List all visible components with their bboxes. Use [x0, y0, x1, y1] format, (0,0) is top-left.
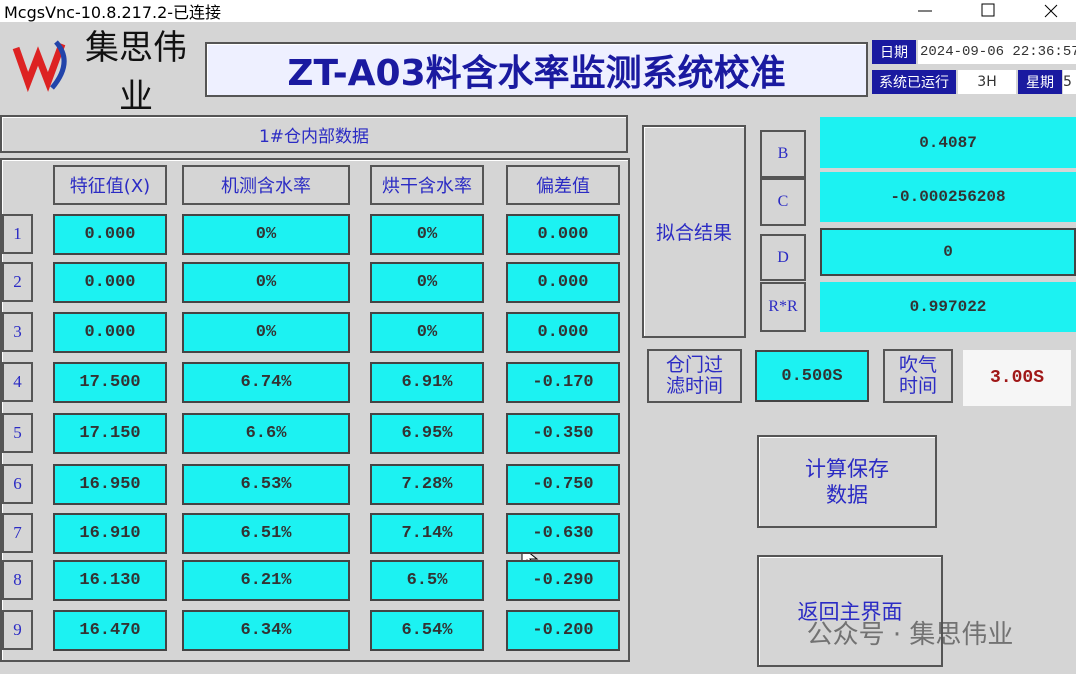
param-name: D [760, 234, 806, 281]
param-name: C [760, 178, 806, 226]
table-cell: 0% [370, 312, 484, 353]
logo-icon [12, 40, 67, 93]
table-cell: 6.54% [370, 610, 484, 651]
table-cell: -0.630 [506, 513, 620, 554]
watermark: 公众号 · 集思伟业 [806, 619, 1014, 650]
row-index: 3 [2, 312, 33, 352]
table-cell: 7.14% [370, 513, 484, 554]
param-name: R*R [760, 282, 806, 332]
column-header: 烘干含水率 [370, 165, 484, 205]
table-cell: -0.750 [506, 464, 620, 505]
table-cell: 6.6% [182, 413, 350, 454]
table-cell: 0% [182, 312, 350, 353]
blow-label: 吹气时间 [883, 349, 953, 403]
row-index: 4 [2, 362, 33, 402]
row-index: 2 [2, 262, 33, 302]
table-cell: 16.130 [53, 560, 167, 601]
table-cell: 6.34% [182, 610, 350, 651]
table-cell: 17.150 [53, 413, 167, 454]
table-cell: 16.470 [53, 610, 167, 651]
param-value: -0.000256208 [820, 172, 1076, 222]
table-cell: 0.000 [506, 262, 620, 303]
table-cell: 6.53% [182, 464, 350, 505]
logo-text: 集思伟业 [85, 28, 187, 117]
panel-title: 1#仓内部数据 [0, 115, 628, 153]
date-value: 2024-09-06 22:36:57 [918, 40, 1076, 64]
row-index: 6 [2, 464, 33, 504]
table-cell: -0.290 [506, 560, 620, 601]
weekday-label: 星期 [1018, 70, 1062, 94]
column-header: 机测含水率 [182, 165, 350, 205]
table-cell: -0.350 [506, 413, 620, 454]
table-cell: 0% [370, 262, 484, 303]
table-cell: 17.500 [53, 362, 167, 403]
column-header: 偏差值 [506, 165, 620, 205]
row-index: 1 [2, 214, 33, 254]
table-cell: 16.950 [53, 464, 167, 505]
table-cell: 6.74% [182, 362, 350, 403]
table-cell: 0.000 [53, 214, 167, 255]
table-cell: 0% [182, 262, 350, 303]
table-cell: 0.000 [506, 312, 620, 353]
table-cell: -0.170 [506, 362, 620, 403]
row-index: 9 [2, 610, 33, 650]
table-cell: 7.28% [370, 464, 484, 505]
weekday-value: 5 [1063, 70, 1076, 94]
table-cell: -0.200 [506, 610, 620, 651]
window-title: McgsVnc-10.8.217.2-已连接 [0, 0, 1076, 22]
table-cell: 6.95% [370, 413, 484, 454]
calculate-button[interactable]: 计算保存数据 [757, 435, 937, 528]
filter-label: 仓门过滤时间 [647, 349, 742, 403]
filter-value: 0.500S [755, 350, 869, 402]
row-index: 5 [2, 413, 33, 453]
table-cell: 6.51% [182, 513, 350, 554]
table-cell: 0.000 [53, 312, 167, 353]
table-cell: 6.5% [370, 560, 484, 601]
param-value: 0 [820, 228, 1076, 276]
back-button[interactable]: 返回主界面 [757, 555, 943, 667]
fit-label: 拟合结果 [642, 125, 746, 338]
row-index: 7 [2, 513, 33, 553]
table-cell: 0% [370, 214, 484, 255]
table-cell: 16.910 [53, 513, 167, 554]
window-controls[interactable] [910, 0, 1076, 22]
table-cell: 0% [182, 214, 350, 255]
table-cell: 0.000 [53, 262, 167, 303]
runtime-value: 3H [958, 70, 1016, 94]
table-frame [0, 158, 630, 662]
param-value: 0.4087 [820, 117, 1076, 168]
row-index: 8 [2, 560, 33, 600]
table-cell: 0.000 [506, 214, 620, 255]
param-value: 0.997022 [820, 282, 1076, 332]
column-header: 特征值(X) [53, 165, 167, 205]
table-cell: 6.21% [182, 560, 350, 601]
app-title: ZT-A03料含水率监测系统校准 [205, 42, 868, 97]
table-cell: 6.91% [370, 362, 484, 403]
date-label: 日期 [872, 40, 916, 64]
blow-value: 3.00S [963, 350, 1071, 406]
param-name: B [760, 130, 806, 178]
runtime-label: 系统已运行 [872, 70, 956, 94]
